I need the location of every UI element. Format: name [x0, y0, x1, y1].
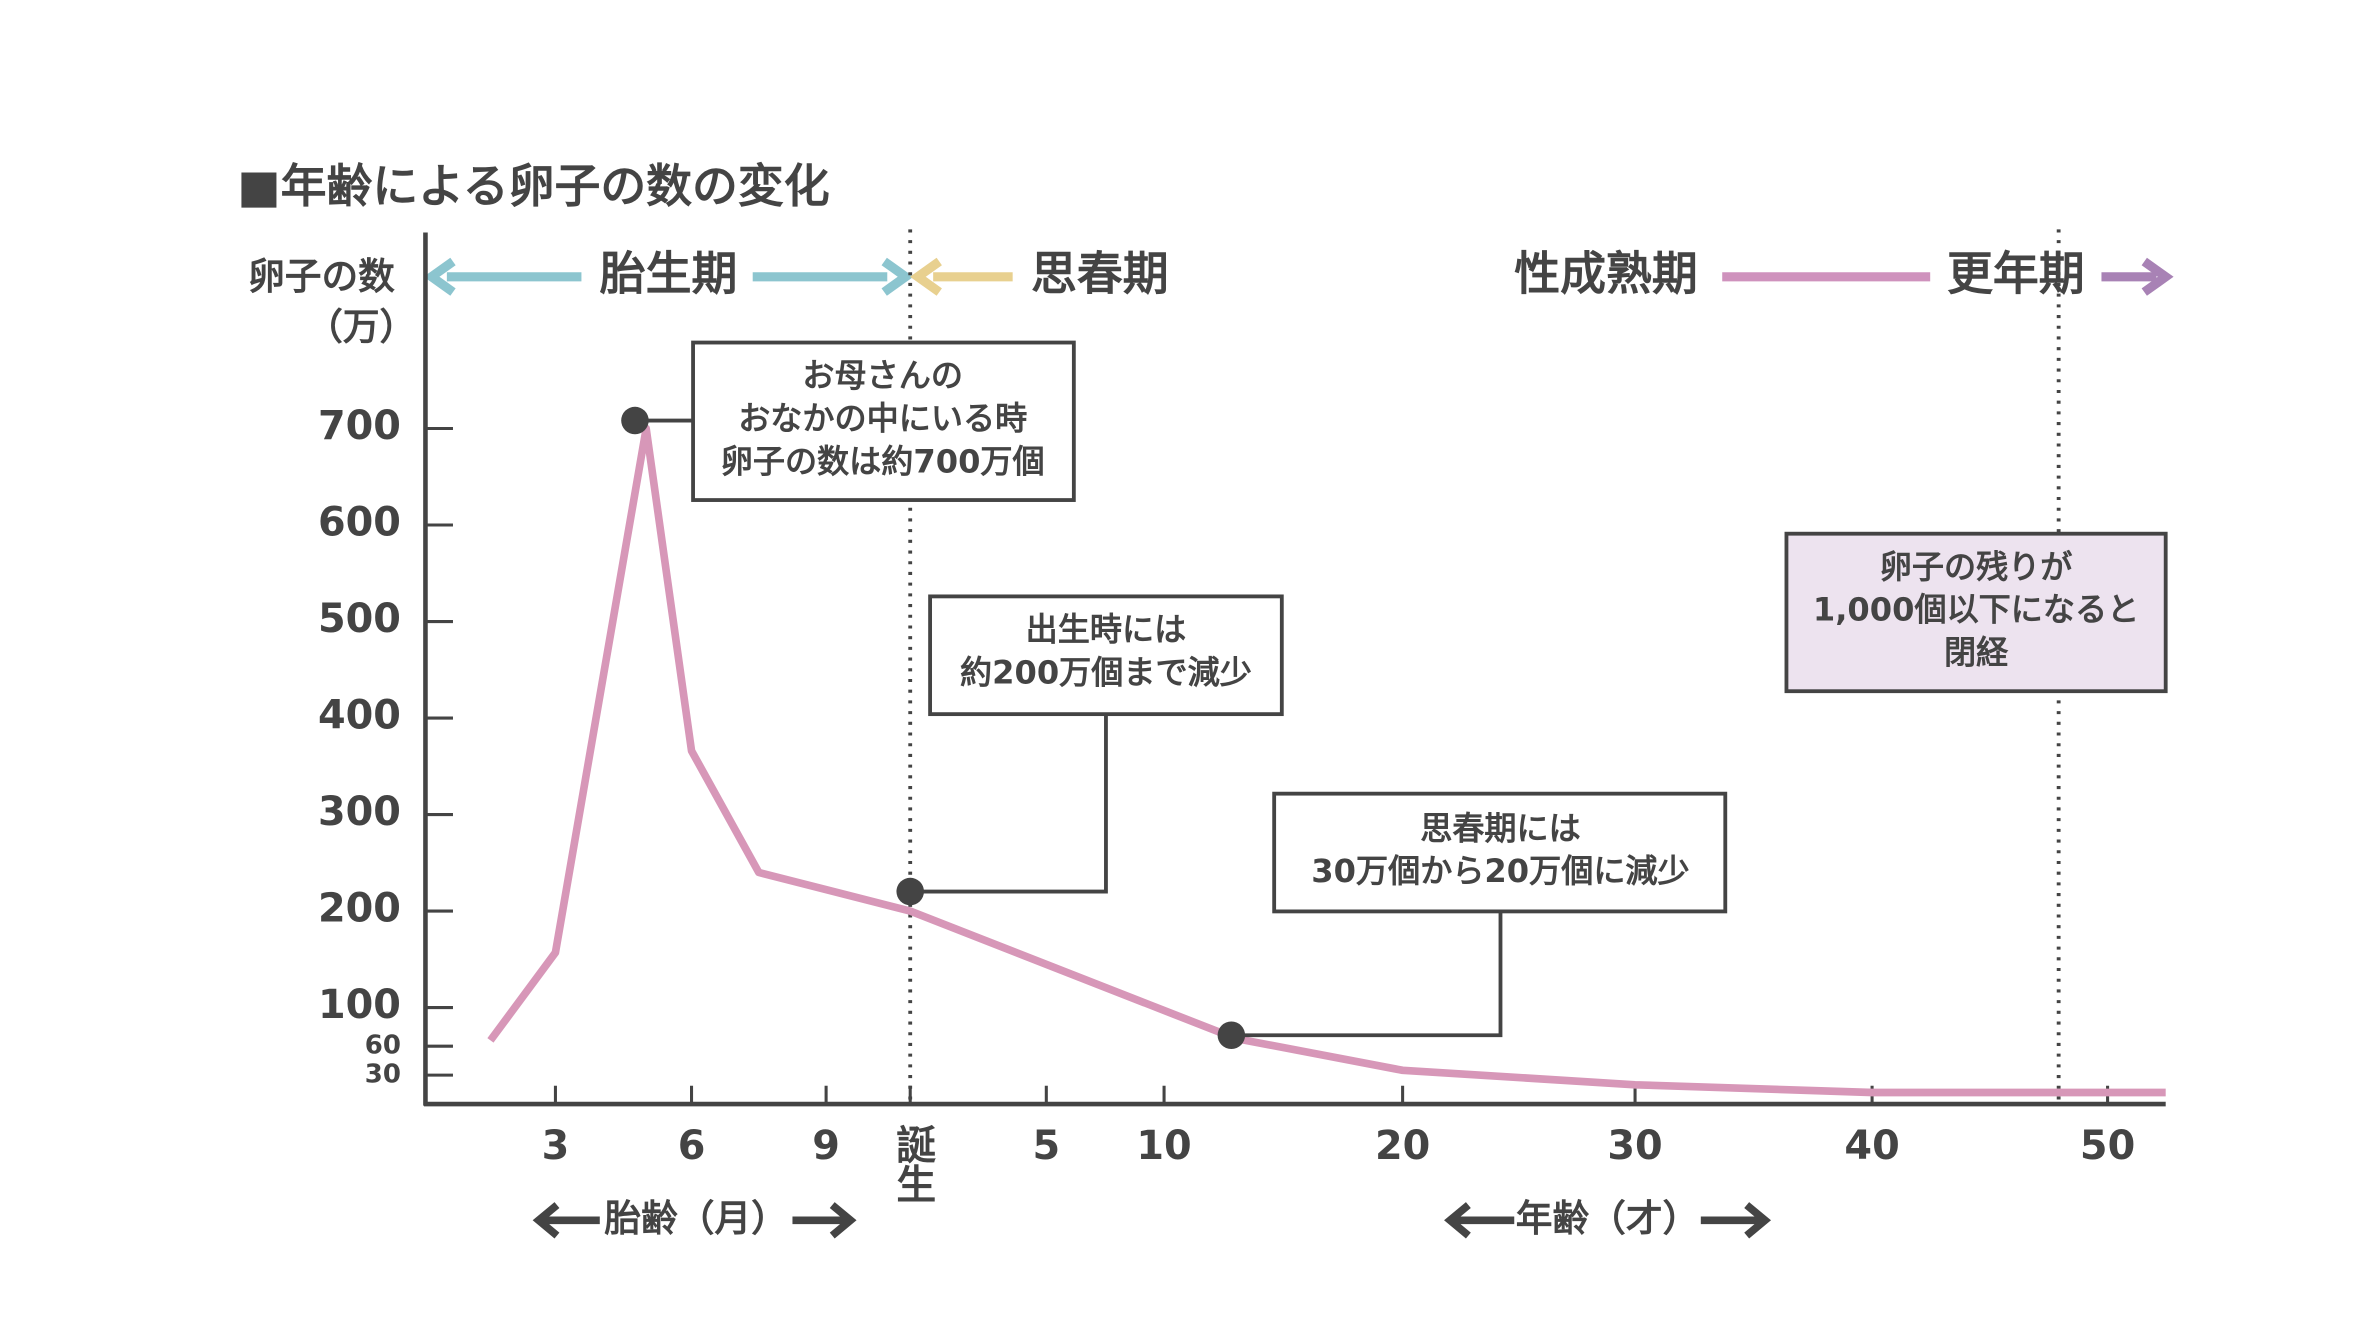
annotation-box: [691, 340, 1076, 502]
connector: [1231, 911, 1503, 1038]
y-axis-unit: （万）: [306, 305, 416, 348]
phase-band: 胎生期 思春期 性成熟期 更年期: [423, 246, 2174, 300]
y-tick-label: 400: [318, 693, 401, 739]
connector: [910, 714, 1108, 894]
y-tick-label: 200: [318, 886, 401, 932]
annotation-text: 出生時には: [1026, 611, 1187, 649]
phase-label: 性成熟期: [1514, 246, 1697, 300]
arrow-head: [423, 257, 456, 296]
y-tick-label: 60: [365, 1031, 401, 1061]
x-tick-label: 6: [678, 1123, 706, 1169]
arrow-head: [881, 257, 914, 296]
phase-label: 思春期: [1031, 246, 1169, 300]
arrow-head: [2141, 257, 2174, 296]
y-tick-label: 30: [365, 1060, 401, 1090]
phase-label: 胎生期: [600, 246, 738, 300]
annotation-text: 卵子の残りが: [1880, 548, 2073, 586]
annotation-text: 卵子の数は約700万個: [721, 442, 1045, 480]
annotation-text: 約200万個まで減少: [960, 653, 1252, 691]
x-tick-label: 誕生: [890, 1124, 936, 1204]
x-tick-label: 20: [1375, 1123, 1430, 1169]
x-axis-labels: 胎齢（月） 年齢（才）: [532, 1197, 1772, 1240]
y-tick-label: 600: [318, 500, 401, 546]
phase-label: 更年期: [1947, 246, 2085, 300]
annotation-text: 30万個から20万個に減少: [1311, 852, 1689, 890]
annotation-box: [1784, 531, 2168, 694]
y-tick-label: 500: [318, 596, 401, 642]
annotation-text: 閉経: [1944, 634, 2009, 672]
x-tick-label: 30: [1607, 1123, 1662, 1169]
x-tick-label: 9: [812, 1123, 840, 1169]
x-tick-label: 40: [1844, 1123, 1899, 1169]
x-axis-label: 年齢（才）: [1516, 1197, 1699, 1240]
data-line: [487, 424, 2166, 1097]
annotation-box: [1272, 791, 1728, 914]
annotation-text: 思春期には: [1420, 809, 1581, 847]
x-tick-label: 50: [2080, 1123, 2135, 1169]
annotation-box: [928, 594, 1284, 717]
y-tick-label: 300: [318, 789, 401, 835]
annotation: 思春期には 30万個から20万個に減少: [1217, 791, 1728, 1050]
arrow: [1444, 1202, 1772, 1239]
arrow: [532, 1202, 857, 1239]
arrow-head: [909, 257, 942, 296]
chart-title: ■年齢による卵子の数の変化: [237, 159, 829, 213]
x-tick-label: 3: [542, 1123, 570, 1169]
pointer-dot: [896, 877, 924, 906]
annotation-text: おなかの中にいる時: [738, 400, 1027, 438]
annotation-text: 1,000個以下になると: [1813, 591, 2139, 629]
annotation-text: お母さんの: [802, 357, 963, 395]
y-tick-label: 100: [318, 982, 401, 1028]
y-axis-label: 卵子の数: [248, 255, 395, 298]
y-tick-label: 700: [318, 403, 401, 449]
pointer-dot: [1217, 1021, 1246, 1050]
x-tick-label: 5: [1032, 1123, 1060, 1169]
pointer-dot: [621, 406, 649, 435]
x-axis-label: 胎齢（月）: [603, 1197, 787, 1240]
x-tick-label: 10: [1136, 1123, 1191, 1169]
